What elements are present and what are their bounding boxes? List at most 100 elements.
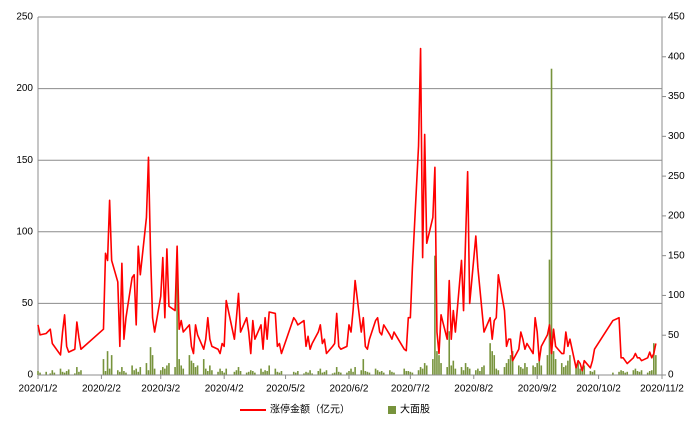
bar: [264, 370, 266, 375]
bar: [254, 372, 256, 375]
bar: [562, 367, 565, 375]
bar: [577, 363, 579, 375]
x-tick-label: 2020/1/2: [19, 384, 58, 395]
bar: [292, 371, 295, 375]
legend-label: 涨停金额（亿元）: [270, 403, 350, 416]
bar: [368, 372, 371, 375]
bar: [407, 371, 410, 375]
bar: [376, 370, 379, 375]
bar: [245, 372, 248, 375]
bar: [567, 360, 569, 375]
bar: [423, 363, 426, 375]
bar: [378, 371, 381, 375]
y2-tick-label: 200: [668, 211, 685, 222]
bar: [477, 368, 479, 375]
bar: [252, 371, 254, 375]
bar: [348, 371, 350, 375]
bar: [63, 372, 66, 375]
legend-swatch: [388, 406, 396, 414]
bar: [479, 371, 481, 375]
y2-tick-label: 300: [668, 131, 685, 142]
bar: [432, 359, 434, 375]
bar: [149, 347, 152, 375]
bar: [425, 365, 428, 375]
bar: [624, 372, 626, 375]
bar: [317, 371, 320, 375]
bar: [204, 368, 207, 375]
bar: [249, 370, 252, 375]
bar: [650, 370, 653, 375]
bar: [403, 368, 406, 375]
bar: [507, 359, 510, 375]
bar: [108, 368, 111, 375]
bar: [209, 365, 211, 375]
bar: [325, 370, 328, 375]
bar: [462, 370, 465, 375]
bar: [235, 370, 238, 375]
bar: [350, 368, 352, 375]
bar: [266, 371, 268, 375]
bar: [176, 271, 178, 375]
bar: [569, 355, 571, 375]
bar: [337, 371, 340, 375]
bar: [225, 368, 228, 375]
bar: [321, 372, 324, 375]
bar: [532, 365, 534, 375]
bar: [196, 365, 199, 375]
bar: [493, 355, 496, 375]
y-tick-label: 200: [16, 83, 33, 94]
bar: [178, 359, 180, 375]
bar: [464, 363, 467, 375]
bar: [520, 367, 522, 375]
bar: [419, 367, 422, 375]
bar: [233, 371, 236, 375]
bar: [239, 371, 242, 375]
bar: [307, 372, 309, 375]
bar: [153, 368, 156, 375]
bar: [162, 367, 164, 375]
x-tick-label: 2020/10/2: [576, 384, 621, 395]
bar: [168, 363, 170, 375]
bar: [612, 372, 614, 375]
bar: [550, 68, 553, 375]
x-tick-label: 2020/4/2: [205, 384, 244, 395]
bar: [121, 367, 123, 375]
bar: [466, 367, 469, 375]
bar: [405, 371, 408, 375]
bar: [39, 372, 41, 375]
y-tick-label: 100: [16, 226, 33, 237]
bar: [626, 371, 629, 375]
bar: [554, 359, 557, 375]
y2-tick-label: 0: [668, 370, 674, 381]
bar: [262, 371, 264, 375]
bar: [548, 259, 551, 375]
bar: [366, 371, 369, 375]
bar: [260, 368, 262, 375]
bar: [80, 370, 82, 375]
bar: [489, 343, 491, 375]
bar: [534, 367, 536, 375]
bar: [417, 370, 420, 375]
bar: [460, 367, 463, 375]
bar: [589, 371, 592, 375]
bar: [409, 371, 412, 375]
y-tick-label: 50: [22, 298, 34, 309]
bar: [125, 372, 127, 375]
bar: [565, 365, 567, 375]
bar: [475, 370, 477, 375]
bar: [166, 365, 168, 375]
bar: [655, 355, 657, 375]
bar: [303, 373, 305, 375]
x-tick-label: 2020/6/2: [330, 384, 369, 395]
bar: [620, 370, 622, 375]
y-tick-label: 250: [16, 12, 33, 23]
x-tick-label: 2020/2/2: [82, 384, 121, 395]
bar: [526, 367, 528, 375]
bar: [180, 365, 183, 375]
bar: [49, 373, 52, 375]
bar: [540, 365, 543, 375]
bar: [211, 370, 213, 375]
bar: [483, 365, 485, 375]
bar: [217, 371, 219, 375]
